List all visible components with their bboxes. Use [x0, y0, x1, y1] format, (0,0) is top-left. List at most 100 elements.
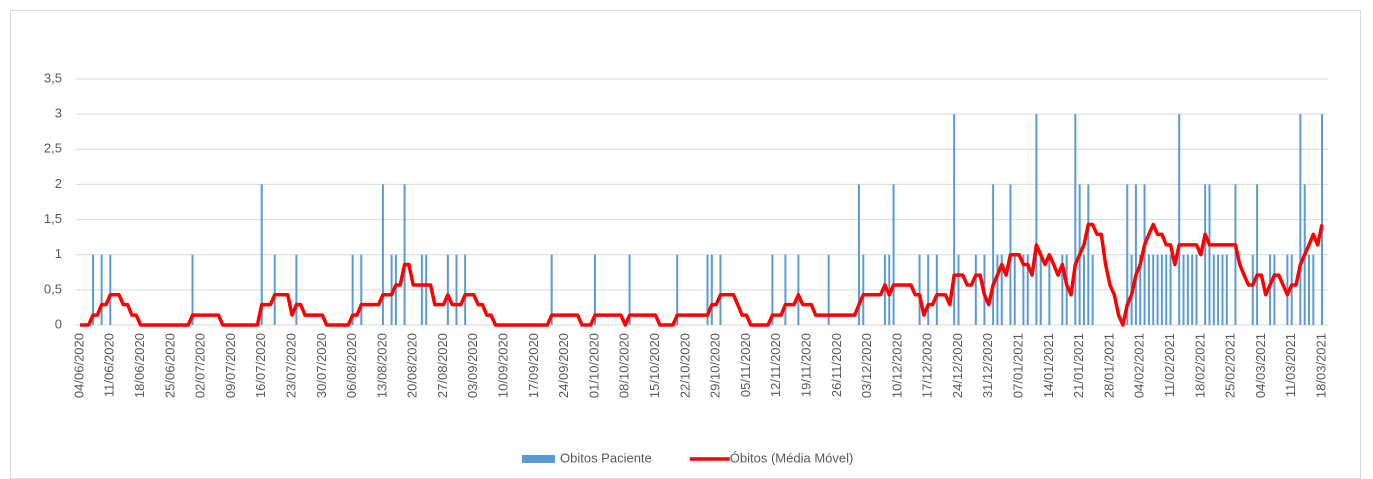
bar: [974, 254, 977, 325]
bar: [1182, 254, 1185, 325]
bar: [1087, 184, 1090, 325]
bar: [295, 254, 298, 325]
bar: [1134, 184, 1137, 325]
bar: [455, 254, 458, 325]
x-tick-label: 10/09/2020: [496, 333, 511, 398]
bar: [1139, 254, 1142, 325]
bar: [918, 254, 921, 325]
bar: [420, 254, 423, 325]
x-tick-label: 29/10/2020: [708, 333, 723, 398]
bar: [892, 184, 895, 325]
y-tick-label: 2,5: [44, 141, 62, 156]
bar: [953, 114, 956, 326]
bar: [676, 254, 679, 325]
bar: [425, 254, 428, 325]
bar: [381, 184, 384, 325]
bar: [1286, 254, 1289, 325]
x-tick-label: 07/01/2021: [1011, 333, 1026, 398]
x-tick-label: 17/09/2020: [526, 333, 541, 398]
bar: [1082, 254, 1085, 325]
bar: [1269, 254, 1272, 325]
x-tick-label: 08/10/2020: [617, 333, 632, 398]
x-tick-label: 15/10/2020: [647, 333, 662, 398]
bar: [1191, 254, 1194, 325]
bar: [1290, 254, 1293, 325]
bar: [446, 254, 449, 325]
x-tick-label: 18/03/2021: [1313, 333, 1328, 398]
bar: [1299, 114, 1302, 326]
x-tick-label: 04/02/2021: [1132, 333, 1147, 398]
y-tick-label: 1: [55, 246, 62, 261]
bar: [1195, 254, 1198, 325]
bar: [1221, 254, 1224, 325]
bar: [1000, 254, 1003, 325]
bar: [888, 254, 891, 325]
bar: [771, 254, 774, 325]
bar: [1321, 114, 1323, 326]
bar: [1039, 254, 1042, 325]
x-tick-label: 22/10/2020: [677, 333, 692, 398]
bar: [351, 254, 354, 325]
bar: [710, 254, 713, 325]
x-tick-label: 26/11/2020: [829, 333, 844, 397]
y-tick-label: 0,5: [44, 281, 62, 296]
x-tick-label: 20/08/2020: [405, 333, 420, 398]
bar: [1022, 254, 1025, 325]
bar: [1186, 254, 1189, 325]
x-tick-label: 18/02/2021: [1192, 333, 1207, 398]
bar: [91, 254, 94, 325]
x-tick-label: 31/12/2020: [980, 333, 995, 398]
x-tick-label: 05/11/2020: [738, 333, 753, 397]
y-tick-label: 3: [55, 106, 62, 121]
bar: [1273, 254, 1276, 325]
bar: [1169, 254, 1172, 325]
bar: [992, 184, 995, 325]
bar: [1212, 254, 1215, 325]
bar: [935, 254, 938, 325]
legend-label: Óbitos (Média Móvel): [730, 450, 854, 465]
bar: [628, 254, 631, 325]
x-tick-label: 03/12/2020: [859, 333, 874, 398]
x-tick-label: 12/11/2020: [768, 333, 783, 397]
bar: [706, 254, 709, 325]
bar: [1048, 254, 1051, 325]
bar: [273, 254, 276, 325]
bar: [109, 254, 112, 325]
bar: [550, 254, 553, 325]
bar: [403, 184, 406, 325]
x-tick-label: 02/07/2020: [193, 333, 208, 398]
bar: [1256, 184, 1259, 325]
x-tick-label: 21/01/2021: [1071, 333, 1086, 398]
legend-label: Obitos Paciente: [560, 450, 652, 465]
bar: [1208, 184, 1211, 325]
line: [80, 222, 1324, 327]
x-tick-label: 27/08/2020: [435, 333, 450, 398]
bar: [862, 254, 865, 325]
bar: [464, 254, 467, 325]
bar: [1074, 114, 1077, 326]
x-tick-label: 25/02/2021: [1223, 333, 1238, 398]
bar: [1308, 254, 1311, 325]
x-tick-label: 14/01/2021: [1041, 333, 1056, 398]
bar: [1152, 254, 1155, 325]
x-tick-label: 10/12/2020: [889, 333, 904, 398]
bar: [857, 184, 860, 325]
bar: [1217, 254, 1220, 325]
x-tick-label: 24/12/2020: [950, 333, 965, 398]
y-tick-label: 3,5: [44, 70, 62, 85]
legend-swatch: [522, 455, 555, 463]
x-tick-label: 04/03/2021: [1253, 333, 1268, 398]
bar: [360, 254, 363, 325]
bar: [390, 254, 393, 325]
x-tick-label: 03/09/2020: [465, 333, 480, 398]
chart-frame: [10, 10, 1361, 479]
x-tick-label: 11/02/2021: [1162, 333, 1177, 397]
x-tick-label: 09/07/2020: [223, 333, 238, 398]
bar: [784, 254, 787, 325]
x-tick-label: 11/03/2021: [1283, 333, 1298, 397]
x-tick-label: 01/10/2020: [586, 333, 601, 398]
bar: [1312, 254, 1315, 325]
bar: [1143, 184, 1146, 325]
x-tick-label: 18/06/2020: [132, 333, 147, 398]
